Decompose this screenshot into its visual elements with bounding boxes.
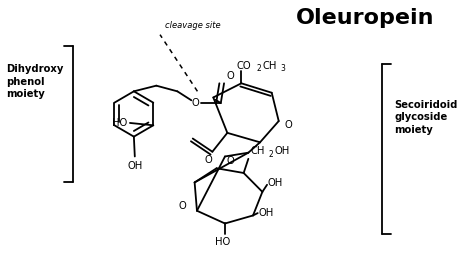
Text: O: O (191, 98, 199, 108)
Text: Oleuropein: Oleuropein (296, 8, 434, 28)
Text: 2: 2 (256, 64, 261, 73)
Text: O: O (205, 155, 212, 165)
Text: O: O (284, 120, 292, 130)
Text: CH: CH (251, 146, 265, 156)
Text: OH: OH (275, 146, 290, 156)
Text: HO: HO (215, 237, 230, 247)
Text: OH: OH (127, 161, 142, 171)
Text: HO: HO (112, 118, 128, 128)
Text: O: O (227, 71, 234, 81)
Text: 3: 3 (280, 64, 285, 73)
Text: OH: OH (259, 208, 274, 218)
Text: CH: CH (263, 61, 277, 70)
Text: 2: 2 (269, 150, 273, 159)
Text: CO: CO (237, 61, 251, 70)
Text: cleavage site: cleavage site (164, 21, 220, 30)
Text: OH: OH (268, 178, 283, 188)
Text: O: O (226, 156, 234, 166)
Text: Secoiridoid
glycoside
moiety: Secoiridoid glycoside moiety (394, 100, 457, 135)
Text: O: O (179, 201, 187, 211)
Text: Dihydroxy
phenol
moiety: Dihydroxy phenol moiety (6, 64, 64, 99)
